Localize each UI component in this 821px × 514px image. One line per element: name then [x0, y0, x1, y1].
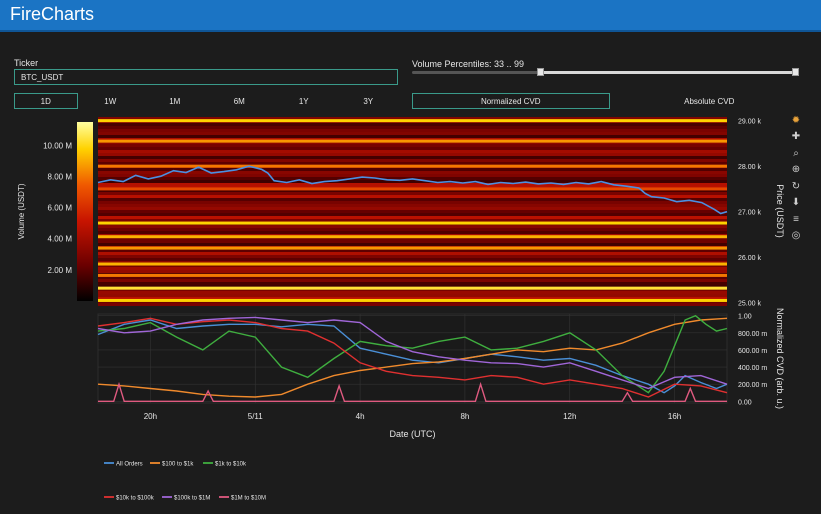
mode-button-absolute-cvd[interactable]: Absolute CVD [684, 96, 735, 106]
spike-lines-icon[interactable]: ≡ [793, 213, 799, 225]
app-title: FireCharts [10, 4, 95, 24]
app-header: FireCharts [0, 0, 821, 32]
timeframe-button-3y[interactable]: 3Y [363, 96, 374, 106]
pan-icon[interactable]: ✚ [791, 131, 801, 142]
autoscale-icon[interactable]: ◎ [791, 230, 801, 241]
timeframe-button-1d[interactable]: 1D [14, 93, 78, 109]
mode-button-normalized-cvd[interactable]: Normalized CVD [412, 93, 610, 109]
timeframe-button-1w[interactable]: 1W [104, 96, 117, 106]
volume-slider-max-handle[interactable] [792, 68, 799, 76]
reset-icon[interactable]: ↻ [791, 180, 801, 192]
ticker-input[interactable] [14, 69, 398, 85]
timeframe-button-6m[interactable]: 6M [233, 96, 245, 106]
plotly-logo-icon[interactable]: ✹ [791, 114, 801, 126]
zoom-icon[interactable]: ⌕ [793, 147, 799, 159]
download-icon[interactable]: ⬇ [791, 197, 801, 208]
volume-slider-fill [540, 71, 795, 74]
volume-slider-min-handle[interactable] [537, 68, 544, 76]
volume-percentiles-label: Volume Percentiles: 33 .. 99 [412, 59, 525, 69]
timeframe-button-1m[interactable]: 1M [169, 96, 181, 106]
ticker-label: Ticker [14, 58, 39, 68]
timeframe-button-1y[interactable]: 1Y [298, 96, 309, 106]
zoom-in-icon[interactable]: ⊕ [791, 164, 801, 175]
